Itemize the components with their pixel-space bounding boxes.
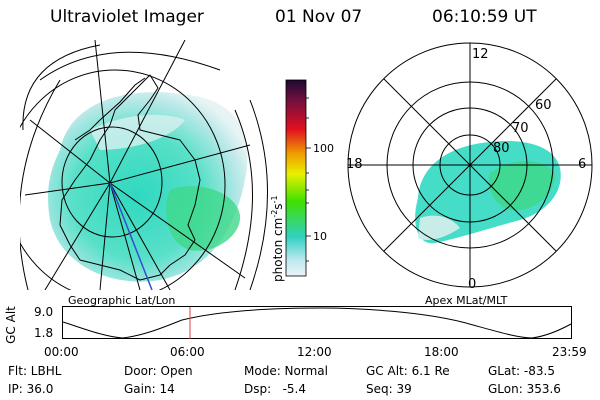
gain-info: Gain: 14 xyxy=(124,382,175,396)
colorbar-tick-100: 100 xyxy=(313,142,334,155)
altitude-ytick-min: 1.8 xyxy=(34,326,54,340)
dsp-info: Dsp: -5.4 xyxy=(244,382,307,396)
xtick-1800: 18:00 xyxy=(424,345,459,359)
mlt-label-6: 6 xyxy=(578,157,586,172)
magnetic-polar-plot: 12 18 6 0 60 70 80 xyxy=(346,42,593,292)
filter-info: Flt: LBHL xyxy=(8,364,62,378)
mlat-label-70: 70 xyxy=(512,121,529,136)
mlt-label-18: 18 xyxy=(346,157,363,172)
mlt-label-12: 12 xyxy=(472,47,489,62)
mode-info: Mode: Normal xyxy=(244,364,328,378)
xtick-0000: 00:00 xyxy=(44,345,79,359)
right-panel-label: Apex MLat/MLT xyxy=(425,294,508,307)
image-time: 06:10:59 UT xyxy=(432,7,537,27)
mlt-label-0: 0 xyxy=(468,277,476,292)
mlat-label-60: 60 xyxy=(535,98,552,113)
colorbar-tick-10: 10 xyxy=(313,230,327,243)
xtick-0600: 06:00 xyxy=(170,345,205,359)
glat-info: GLat: -83.5 xyxy=(488,364,555,378)
colorbar-unit-label: photon cm-2s-1 xyxy=(270,195,285,282)
xtick-2359: 23:59 xyxy=(552,345,587,359)
door-info: Door: Open xyxy=(124,364,193,378)
gcalt-info: GC Alt: 6.1 Re xyxy=(366,364,450,378)
ip-info: IP: 36.0 xyxy=(8,382,54,396)
altitude-ylabel: GC Alt xyxy=(3,306,18,344)
mlat-label-80: 80 xyxy=(493,141,510,156)
geographic-map xyxy=(20,40,268,290)
altitude-plot xyxy=(62,306,572,339)
image-date: 01 Nov 07 xyxy=(275,7,363,27)
image-title: Ultraviolet Imager xyxy=(50,7,204,27)
altitude-ytick-max: 9.0 xyxy=(34,305,54,319)
xtick-1200: 12:00 xyxy=(297,345,332,359)
seq-info: Seq: 39 xyxy=(366,382,412,396)
colorbar: 100 10 xyxy=(285,79,334,277)
glon-info: GLon: 353.6 xyxy=(488,382,561,396)
left-panel-label: Geographic Lat/Lon xyxy=(68,294,176,307)
